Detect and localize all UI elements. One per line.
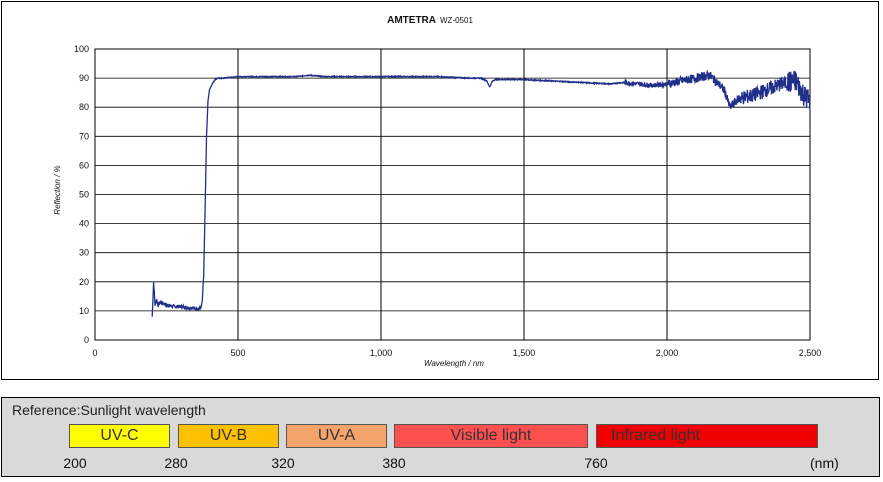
y-tick-label: 50	[79, 190, 89, 200]
band-infrared-light: Infrared light	[596, 424, 818, 448]
band-uv-c: UV-C	[69, 424, 170, 448]
x-tick-label: 2,500	[799, 348, 822, 358]
y-tick-label: 80	[79, 102, 89, 112]
y-tick-label: 0	[84, 335, 89, 345]
sunlight-reference-panel: Reference:Sunlight wavelength UV-C UV-B …	[1, 397, 880, 477]
x-tick-label: 2,000	[656, 348, 679, 358]
bound-320: 320	[271, 455, 295, 471]
y-tick-label: 100	[74, 44, 89, 54]
reference-title: Reference:Sunlight wavelength	[12, 402, 206, 418]
reflection-chart: 0 10 20 30 40 50 60 70 80 90 100 0 500 1,000 1,500 2,00…	[53, 15, 822, 368]
chart-title-model: WZ-0501	[440, 16, 473, 25]
reflection-series-line	[151, 69, 811, 317]
bound-760: 760	[584, 455, 608, 471]
y-tick-label: 10	[79, 306, 89, 316]
plot-area-border	[94, 48, 811, 341]
chart-title: AMTETRA	[387, 15, 436, 26]
y-tick-label: 30	[79, 248, 89, 258]
y-tick-label: 90	[79, 73, 89, 83]
bound-280: 280	[164, 455, 188, 471]
y-axis-label: Reflection / %	[53, 165, 62, 214]
unit-label: (nm)	[810, 455, 839, 471]
band-visible-light: Visible light	[394, 424, 588, 448]
y-tick-label: 20	[79, 277, 89, 287]
x-axis-label: Wavelength / nm	[424, 359, 484, 368]
y-tick-label: 70	[79, 131, 89, 141]
chart-frame: 0 10 20 30 40 50 60 70 80 90 100 0 500 1,000 1,500 2,00…	[1, 1, 879, 380]
bound-200: 200	[63, 455, 87, 471]
y-tick-label: 60	[79, 160, 89, 170]
band-uv-a: UV-A	[286, 424, 387, 448]
y-tick-label: 40	[79, 219, 89, 229]
band-uv-b: UV-B	[178, 424, 279, 448]
x-tick-label: 1,500	[513, 348, 536, 358]
x-tick-label: 500	[230, 348, 245, 358]
bound-380: 380	[382, 455, 406, 471]
x-tick-label: 0	[92, 348, 97, 358]
x-tick-label: 1,000	[370, 348, 393, 358]
